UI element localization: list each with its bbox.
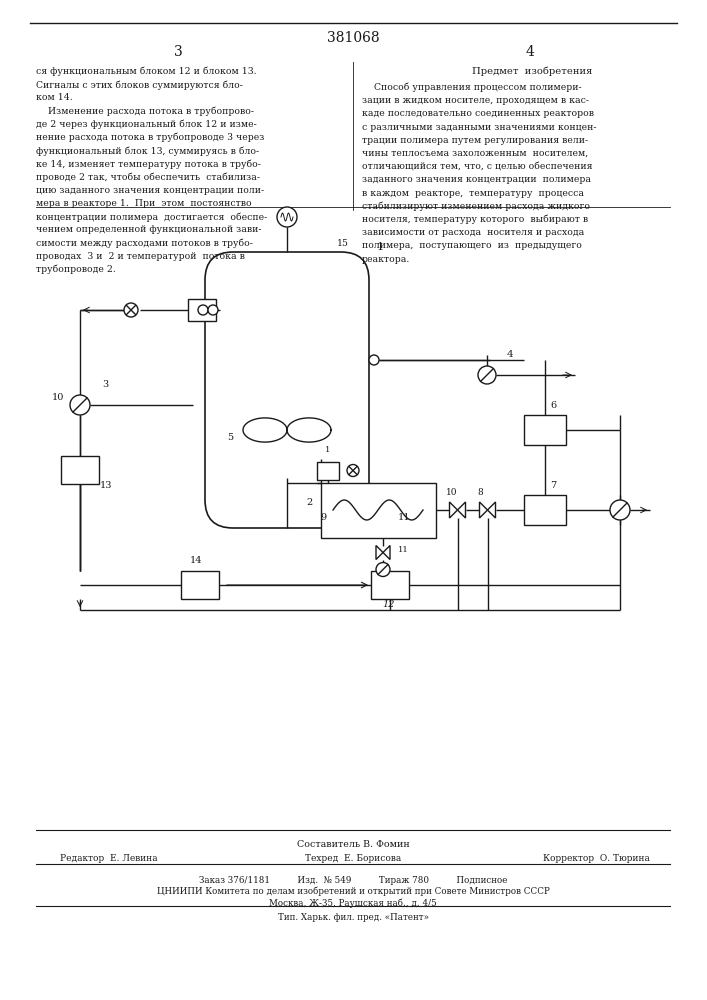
Text: проводах  3 и  2 и температурой  потока в: проводах 3 и 2 и температурой потока в [36, 252, 245, 261]
Text: каде последовательно соединенных реакторов: каде последовательно соединенных реактор… [362, 109, 594, 118]
Text: ЦНИИПИ Комитета по делам изобретений и открытий при Совете Министров СССР: ЦНИИПИ Комитета по делам изобретений и о… [157, 887, 549, 896]
Text: ке 14, изменяет температуру потока в трубо-: ке 14, изменяет температуру потока в тру… [36, 159, 261, 169]
Text: 1: 1 [377, 242, 384, 252]
Text: ком 14.: ком 14. [36, 93, 73, 102]
Text: мера в реакторе 1.  При  этом  постоянство: мера в реакторе 1. При этом постоянство [36, 199, 252, 208]
Bar [371, 571, 409, 599]
Text: Составитель В. Фомин: Составитель В. Фомин [297, 840, 409, 849]
Text: 7: 7 [550, 481, 556, 490]
Bar [524, 495, 566, 525]
Text: Москва, Ж-35, Раушская наб., д. 4/5: Москва, Ж-35, Раушская наб., д. 4/5 [269, 898, 437, 908]
Text: 14: 14 [190, 556, 202, 565]
Text: зации в жидком носителе, проходящем в кас-: зации в жидком носителе, проходящем в ка… [362, 96, 589, 105]
Circle shape [478, 366, 496, 384]
Text: Заказ 376/1181          Изд.  № 549          Тираж 780          Подписное: Заказ 376/1181 Изд. № 549 Тираж 780 Подп… [199, 876, 507, 885]
Text: 11: 11 [398, 513, 411, 522]
Text: трубопроводе 2.: трубопроводе 2. [36, 265, 116, 274]
Text: Сигналы с этих блоков суммируются бло-: Сигналы с этих блоков суммируются бло- [36, 80, 243, 90]
Text: концентрации полимера  достигается  обеспе-: концентрации полимера достигается обеспе… [36, 212, 267, 222]
Text: полимера,  поступающего  из  предыдущего: полимера, поступающего из предыдущего [362, 241, 582, 250]
Text: 3: 3 [102, 380, 108, 389]
FancyBboxPatch shape [205, 252, 369, 528]
Text: 3: 3 [174, 45, 182, 59]
Text: де 2 через функциональный блок 12 и изме-: де 2 через функциональный блок 12 и изме… [36, 120, 257, 129]
Text: 11: 11 [398, 546, 409, 554]
Text: трации полимера путем регулирования вели-: трации полимера путем регулирования вели… [362, 136, 588, 145]
Text: функциональный блок 13, суммируясь в бло-: функциональный блок 13, суммируясь в бло… [36, 146, 259, 156]
Circle shape [70, 395, 90, 415]
Text: 1: 1 [325, 446, 330, 454]
Circle shape [347, 464, 359, 477]
Text: 10: 10 [52, 393, 64, 402]
Text: Предмет  изобретения: Предмет изобретения [472, 67, 592, 77]
Circle shape [610, 500, 630, 520]
Polygon shape [457, 502, 465, 518]
Text: проводе 2 так, чтобы обеспечить  стабилиза-: проводе 2 так, чтобы обеспечить стабилиз… [36, 173, 260, 182]
Text: 8: 8 [477, 488, 484, 497]
Text: симости между расходами потоков в трубо-: симости между расходами потоков в трубо- [36, 239, 253, 248]
Bar [181, 571, 219, 599]
Bar [320, 483, 436, 538]
Circle shape [369, 355, 379, 365]
Text: ся функциональным блоком 12 и блоком 13.: ся функциональным блоком 12 и блоком 13. [36, 67, 257, 77]
Text: чением определенной функциональной зави-: чением определенной функциональной зави- [36, 225, 262, 234]
Text: 6: 6 [550, 401, 556, 410]
Circle shape [208, 305, 218, 315]
Text: отличающийся тем, что, с целью обеспечения: отличающийся тем, что, с целью обеспечен… [362, 162, 592, 171]
Text: носителя, температуру которого  выбирают в: носителя, температуру которого выбирают … [362, 215, 588, 225]
Circle shape [376, 562, 390, 576]
Text: 2: 2 [306, 498, 312, 507]
Text: чины теплосъема захоложенным  носителем,: чины теплосъема захоложенным носителем, [362, 149, 588, 158]
Text: в каждом  реакторе,  температуру  процесса: в каждом реакторе, температуру процесса [362, 189, 584, 198]
Text: Способ управления процессом полимери-: Способ управления процессом полимери- [362, 83, 582, 93]
Text: Изменение расхода потока в трубопрово-: Изменение расхода потока в трубопрово- [36, 107, 254, 116]
Text: 5: 5 [227, 433, 233, 442]
Text: Редактор  Е. Левина: Редактор Е. Левина [60, 854, 158, 863]
Text: Техред  Е. Борисова: Техред Е. Борисова [305, 854, 401, 863]
Bar [61, 456, 99, 484]
Circle shape [124, 303, 138, 317]
Polygon shape [376, 546, 383, 560]
Text: Тип. Харьк. фил. пред. «Патент»: Тип. Харьк. фил. пред. «Патент» [278, 913, 428, 922]
Text: нение расхода потока в трубопроводе 3 через: нение расхода потока в трубопроводе 3 че… [36, 133, 264, 142]
Text: 13: 13 [100, 481, 112, 490]
Text: 15: 15 [337, 239, 349, 248]
Circle shape [198, 305, 208, 315]
Polygon shape [479, 502, 488, 518]
Polygon shape [383, 546, 390, 560]
Bar [317, 462, 339, 480]
Text: заданного значения концентрации  полимера: заданного значения концентрации полимера [362, 175, 591, 184]
Text: 4: 4 [507, 350, 513, 359]
Text: стабилизируют изменением расхода жидкого: стабилизируют изменением расхода жидкого [362, 202, 590, 211]
Text: зависимости от расхода  носителя и расхода: зависимости от расхода носителя и расход… [362, 228, 584, 237]
Text: 9: 9 [320, 513, 326, 522]
Bar [524, 415, 566, 445]
Text: с различными заданными значениями концен-: с различными заданными значениями концен… [362, 123, 597, 132]
Text: Корректор  О. Тюрина: Корректор О. Тюрина [543, 854, 650, 863]
Text: 10: 10 [445, 488, 457, 497]
Text: 12: 12 [382, 600, 395, 609]
Text: реактора.: реактора. [362, 255, 410, 264]
Text: 381068: 381068 [327, 31, 380, 45]
Text: 4: 4 [525, 45, 534, 59]
Text: цию заданного значения концентрации поли-: цию заданного значения концентрации поли… [36, 186, 264, 195]
Bar [188, 299, 216, 321]
Polygon shape [450, 502, 457, 518]
Polygon shape [488, 502, 496, 518]
Circle shape [277, 207, 297, 227]
